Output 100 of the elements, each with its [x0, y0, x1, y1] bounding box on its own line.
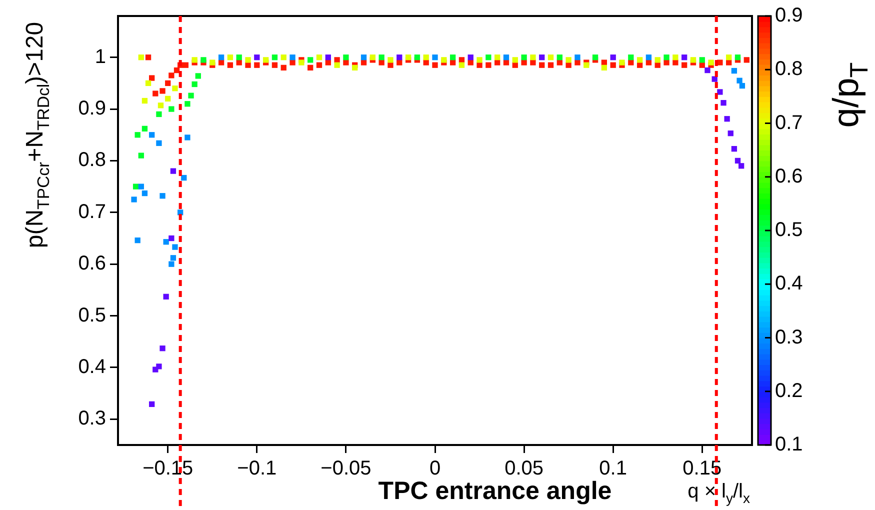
point — [468, 54, 474, 60]
point — [494, 54, 500, 60]
point — [170, 168, 176, 174]
point — [131, 196, 137, 202]
point — [156, 140, 162, 146]
point — [690, 57, 696, 63]
point — [405, 54, 412, 60]
point — [149, 132, 155, 138]
point — [441, 57, 447, 63]
point — [168, 106, 174, 112]
point — [734, 54, 741, 60]
point — [145, 80, 152, 86]
point — [149, 401, 155, 407]
point — [165, 96, 171, 102]
color-bar-label: 0.9 — [775, 4, 803, 27]
point — [181, 174, 187, 181]
point — [539, 54, 545, 60]
point — [200, 57, 206, 63]
point — [245, 57, 251, 63]
point — [192, 81, 198, 88]
color-bar-label: 0.3 — [775, 326, 803, 348]
point — [664, 54, 670, 60]
point — [601, 64, 608, 71]
y-tick-label: 0.6 — [78, 252, 106, 275]
point — [272, 54, 278, 60]
point — [316, 54, 322, 60]
y-tick-label: 0.8 — [78, 149, 106, 172]
point — [188, 92, 194, 98]
point — [512, 57, 518, 63]
y-tick-label: 0.5 — [78, 304, 106, 326]
point — [556, 54, 562, 60]
point — [325, 54, 331, 60]
color-bar-label: 0.4 — [775, 272, 803, 295]
point — [731, 68, 738, 74]
color-bar-label: 0.1 — [775, 434, 803, 456]
point — [682, 54, 688, 60]
point — [308, 57, 314, 63]
point — [476, 57, 482, 63]
point — [423, 54, 429, 60]
point — [704, 67, 710, 74]
point — [160, 193, 166, 199]
point — [717, 89, 723, 95]
point — [195, 73, 201, 79]
point — [720, 100, 726, 106]
point — [628, 54, 634, 60]
point — [290, 54, 296, 60]
y-tick-label: 1 — [94, 46, 106, 68]
point — [736, 78, 742, 84]
point — [142, 190, 148, 196]
point — [168, 235, 174, 242]
color-bar-label: 0.7 — [775, 112, 803, 134]
point — [280, 54, 286, 60]
point — [654, 57, 660, 63]
point — [592, 54, 598, 60]
point — [731, 146, 738, 152]
point — [156, 111, 162, 118]
color-bar-label: 0.2 — [775, 380, 803, 402]
point — [142, 98, 148, 104]
point — [619, 60, 625, 66]
y-axis-title: p(NTPCcr+NTRDcl)>120 — [22, 22, 54, 248]
point — [521, 54, 527, 60]
point — [712, 76, 718, 82]
point — [236, 54, 242, 60]
point — [724, 116, 730, 122]
point — [298, 60, 304, 66]
point — [170, 255, 176, 261]
point — [458, 62, 465, 68]
point — [184, 101, 190, 107]
x-tick-label: −0.15 — [142, 458, 194, 480]
point — [432, 54, 438, 60]
point — [370, 54, 376, 60]
point — [574, 54, 580, 60]
point — [486, 54, 492, 60]
point — [672, 54, 678, 60]
point — [352, 64, 358, 71]
point — [566, 57, 572, 63]
point — [168, 261, 174, 267]
point — [134, 237, 140, 244]
point — [708, 60, 714, 66]
point — [334, 62, 340, 68]
point — [138, 54, 144, 60]
point — [584, 62, 590, 68]
point — [227, 54, 234, 60]
point — [132, 184, 139, 190]
point — [184, 134, 190, 140]
point — [378, 54, 384, 60]
point — [134, 132, 140, 138]
point — [610, 54, 616, 60]
point — [172, 86, 178, 92]
point — [152, 366, 158, 372]
y-tick-label: 0.3 — [78, 408, 106, 430]
x-tick-label: 0.15 — [682, 458, 722, 480]
y-tick-label: 0.7 — [78, 200, 106, 223]
point — [738, 163, 744, 169]
color-bar-label: 0.6 — [775, 165, 803, 188]
point — [192, 57, 198, 63]
point — [503, 54, 510, 60]
point — [726, 54, 732, 60]
point — [210, 60, 216, 66]
y-tick-label: 0.4 — [78, 356, 106, 378]
